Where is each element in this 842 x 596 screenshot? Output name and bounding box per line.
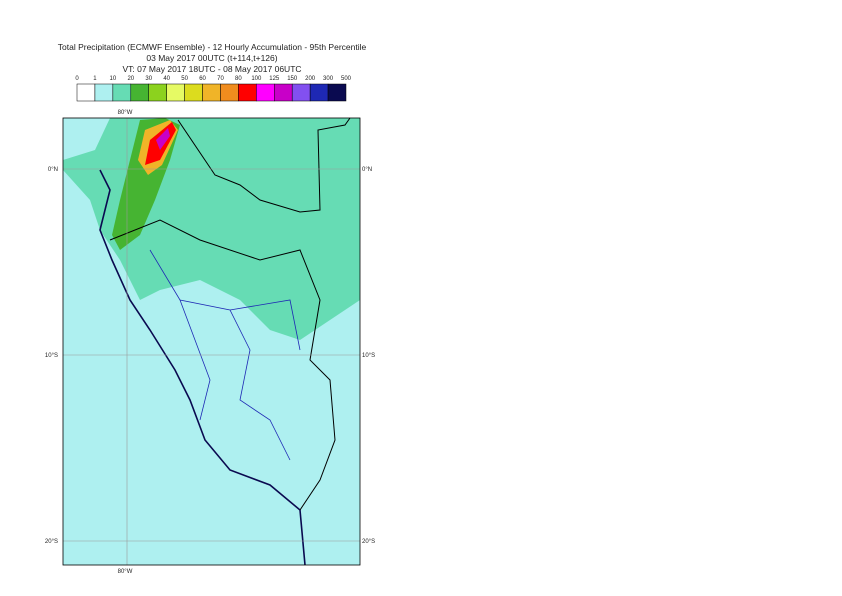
legend-tick-label: 500 <box>341 76 352 82</box>
legend-tick-label: 50 <box>181 76 188 82</box>
legend-swatch <box>148 83 167 102</box>
lon-label: 80°W <box>118 110 133 116</box>
legend-tick-label: 80 <box>235 76 242 82</box>
legend-tick-label: 0 <box>75 76 79 82</box>
legend-swatch <box>184 83 203 102</box>
map-frame <box>62 117 361 566</box>
legend-swatch <box>309 83 329 102</box>
border <box>109 219 336 511</box>
legend-swatch <box>76 83 96 102</box>
legend-swatch <box>112 83 132 102</box>
title: Total Precipitation (ECMWF Ensemble) - 1… <box>58 42 367 52</box>
map-panel: 80°W 80°W 0°N 0°N 10°S 10°S 20°S 20°S <box>45 110 375 575</box>
legend-swatch <box>291 83 311 102</box>
lat-label: 10°S <box>45 353 58 359</box>
valid-time: VT: 07 May 2017 18UTC - 08 May 2017 06UT… <box>122 64 301 74</box>
run-time: 03 May 2017 00UTC (t+114,t+126) <box>146 53 277 63</box>
legend-swatch <box>238 83 257 102</box>
lat-label: 0°N <box>362 167 372 173</box>
legend-tick-label: 200 <box>305 76 316 82</box>
legend-tick-label: 150 <box>287 76 298 82</box>
legend-tick-label: 100 <box>251 76 262 82</box>
legend-tick-label: 70 <box>217 76 224 82</box>
legend-tick-label: 40 <box>163 76 170 82</box>
legend-swatch <box>94 83 114 102</box>
legend-swatch <box>256 83 275 102</box>
lat-label: 0°N <box>48 167 58 173</box>
dry-area <box>63 118 110 160</box>
lat-label: 10°S <box>362 353 375 359</box>
legend-swatch <box>130 83 149 102</box>
legend-tick-label: 30 <box>145 76 152 82</box>
lat-label: 20°S <box>45 539 58 545</box>
precip-area <box>156 128 170 150</box>
lon-label: 80°W <box>118 569 133 575</box>
legend-tick-label: 20 <box>127 76 134 82</box>
lat-label: 20°S <box>362 539 375 545</box>
legend-swatch <box>202 83 221 102</box>
legend-tick-label: 60 <box>199 76 206 82</box>
legend-tick-label: 300 <box>323 76 334 82</box>
border <box>177 117 351 213</box>
legend-tick-label: 1 <box>93 76 97 82</box>
legend-swatch <box>166 83 185 102</box>
coastline <box>99 169 306 566</box>
legend-swatch <box>274 83 293 102</box>
legend-swatch <box>220 83 239 102</box>
legend-tick-label: 10 <box>110 76 117 82</box>
legend-tick-label: 125 <box>269 76 280 82</box>
region-borders <box>149 249 301 461</box>
legend-swatch <box>327 83 347 102</box>
